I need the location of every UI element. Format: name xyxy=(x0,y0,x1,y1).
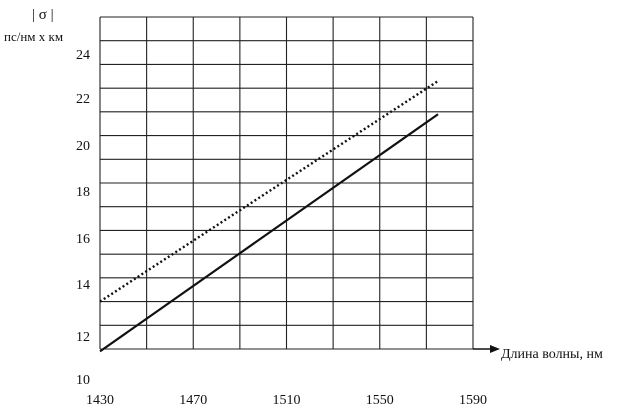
grid xyxy=(99,16,500,353)
x-axis-label: Длина волны, нм xyxy=(501,347,603,362)
x-tick-label: 1470 xyxy=(179,393,207,408)
y-tick-label: 16 xyxy=(76,232,90,247)
x-tick-label: 1510 xyxy=(273,393,301,408)
y-axis-symbol: | σ | xyxy=(32,7,54,23)
y-tick-label: 20 xyxy=(76,139,90,154)
y-tick-labels: 10 12 14 16 18 20 22 24 xyxy=(76,48,90,388)
series-line-solid xyxy=(99,113,439,353)
y-tick-label: 24 xyxy=(76,48,90,63)
y-tick-label: 22 xyxy=(76,92,90,107)
series-group xyxy=(99,80,439,353)
x-tick-label: 1430 xyxy=(86,393,114,408)
x-tick-label: 1550 xyxy=(366,393,394,408)
y-tick-label: 14 xyxy=(76,278,90,293)
x-axis-arrowhead xyxy=(490,345,500,353)
y-axis-units: пс/нм х км xyxy=(4,29,63,44)
y-tick-label: 18 xyxy=(76,185,90,200)
x-tick-labels: 1430 1470 1510 1550 1590 xyxy=(86,393,487,408)
y-tick-label: 10 xyxy=(76,373,90,388)
x-tick-label: 1590 xyxy=(459,393,487,408)
series-line-dotted xyxy=(99,80,439,303)
y-tick-label: 12 xyxy=(76,330,90,345)
